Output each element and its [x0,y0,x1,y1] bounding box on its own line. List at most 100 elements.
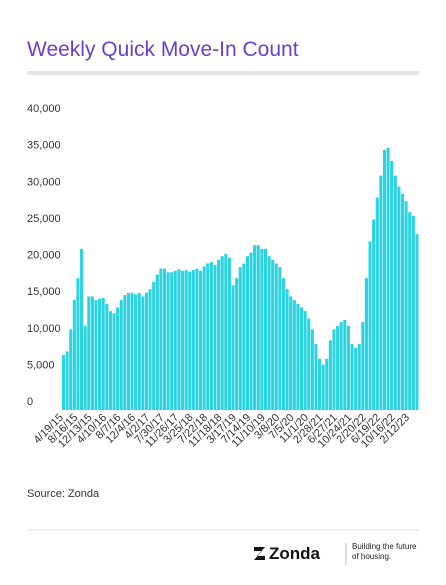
bar [271,259,275,410]
bar [379,175,383,410]
bar [235,278,239,410]
bar [404,201,408,410]
bar [184,270,188,410]
bar [69,329,73,410]
bar [94,300,98,410]
bar [321,364,325,410]
bar [202,266,206,410]
bar [245,256,249,410]
bar [300,307,304,410]
bar [303,311,307,410]
y-tick-label: 20,000 [27,250,61,262]
bar [411,215,415,410]
bar [350,344,354,410]
y-tick-label: 25,000 [27,213,61,225]
bar [343,319,347,410]
bar [242,263,246,410]
bar [166,272,170,410]
bar [375,197,379,410]
bar [397,186,401,410]
bar [357,344,361,410]
bar [83,325,87,410]
bar [408,212,412,410]
bar [220,256,224,410]
bar [90,296,94,410]
bar [285,289,289,410]
chart-title: Weekly Quick Move-In Count [27,38,299,61]
bar [364,278,368,410]
bar [267,256,271,410]
bar [217,259,221,410]
bar [278,267,282,410]
y-tick-label: 10,000 [27,323,61,335]
title-rule [27,71,419,75]
bar [87,296,91,410]
bar [195,268,199,410]
source: Source: Zonda [27,488,100,500]
bar [137,292,141,410]
logo-mark [254,547,265,560]
y-tick-label: 30,000 [27,176,61,188]
bar [296,303,300,410]
bar [289,296,293,410]
bar [346,325,350,410]
bar [123,294,127,410]
bar [80,248,84,410]
bar [231,285,235,410]
tagline: Building the future of housing. [352,542,417,561]
bar [130,292,134,410]
bar [209,262,213,410]
bar [188,271,192,410]
bar [238,267,242,410]
bar [206,263,210,410]
bar [213,264,217,410]
bar [256,245,260,410]
bar [281,278,286,410]
bar [263,248,268,410]
bar [134,294,138,410]
bar [253,245,257,410]
bar [98,298,102,410]
bar [224,253,228,410]
bar [390,160,394,410]
bar [368,241,372,410]
bar [152,281,156,410]
bar [191,270,195,410]
bar [155,274,159,410]
bar [260,248,264,410]
bar [336,325,340,410]
bar [382,149,387,410]
bar [332,329,336,410]
bar [105,303,109,410]
y-tick-label: 0 [27,396,33,408]
y-tick-label: 15,000 [27,286,61,298]
bar [386,147,390,410]
bar [292,300,296,410]
y-tick-label: 40,000 [27,103,61,115]
bar [116,307,120,410]
bar [314,344,318,410]
bar [101,297,105,410]
bar [141,296,145,410]
bar [170,272,174,410]
bar [354,347,358,410]
tagline-box: Building the future of housing. [352,542,417,561]
bar [76,278,80,410]
bar [173,270,177,410]
bar [199,270,203,410]
bar [328,340,332,410]
bar [372,219,376,410]
bar [400,193,405,410]
bar [274,263,278,410]
y-tick-label: 5,000 [27,359,55,371]
bar [144,292,149,410]
bar [325,358,329,410]
bar [227,257,231,410]
bar [112,313,116,410]
bar [393,175,397,410]
bar [310,329,314,410]
bar [108,311,112,410]
bar [415,234,419,410]
bar [162,268,167,410]
